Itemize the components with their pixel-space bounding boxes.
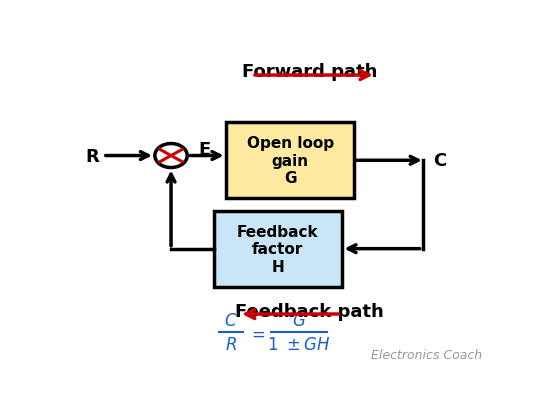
Text: Electronics Coach: Electronics Coach [371,348,482,361]
Text: $=$: $=$ [248,324,265,342]
FancyBboxPatch shape [227,123,354,199]
Text: $\mathit{R}$: $\mathit{R}$ [225,336,236,354]
Text: Open loop
gain
G: Open loop gain G [247,136,334,186]
FancyBboxPatch shape [213,211,342,287]
Text: R: R [86,147,100,165]
Text: Forward path: Forward path [242,63,377,81]
Text: C: C [433,152,447,170]
Text: $1\ \pm\mathit{GH}$: $1\ \pm\mathit{GH}$ [267,336,331,354]
Text: $\mathit{C}$: $\mathit{C}$ [224,311,238,329]
Text: E: E [198,141,210,159]
Circle shape [155,144,187,168]
Text: Feedback
factor
H: Feedback factor H [237,224,318,274]
Text: Feedback path: Feedback path [235,303,384,321]
Text: $\mathit{G}$: $\mathit{G}$ [292,311,306,329]
